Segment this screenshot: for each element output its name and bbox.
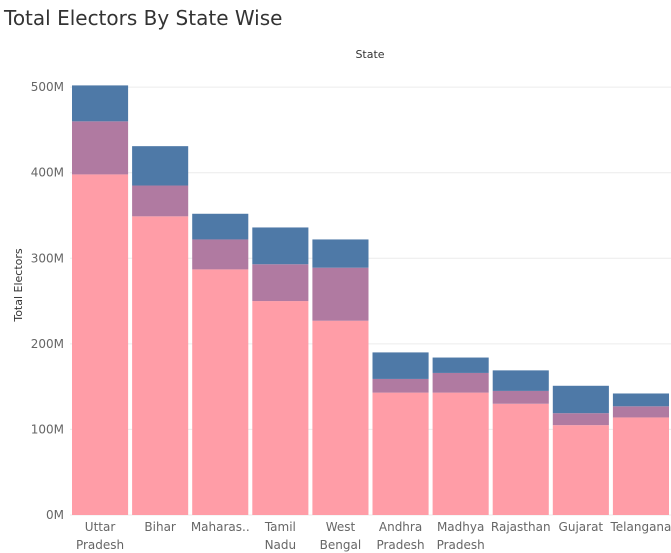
bar-segment[interactable] bbox=[132, 216, 189, 515]
x-tick-label: Andhra Pradesh bbox=[376, 520, 424, 552]
bar-segment[interactable] bbox=[552, 413, 609, 426]
bars[interactable] bbox=[72, 85, 669, 515]
x-tick-label: West Bengal bbox=[320, 520, 362, 552]
bar-segment[interactable] bbox=[312, 320, 369, 515]
y-tick-label: 500M bbox=[31, 80, 64, 94]
bar-segment[interactable] bbox=[492, 370, 549, 391]
bar-segment[interactable] bbox=[612, 406, 669, 418]
bar-segment[interactable] bbox=[312, 267, 369, 321]
y-tick-label: 300M bbox=[31, 251, 64, 265]
bar-segment[interactable] bbox=[72, 174, 129, 515]
bar-segment[interactable] bbox=[192, 269, 249, 515]
bar-segment[interactable] bbox=[252, 301, 309, 515]
x-axis-ticks: Uttar Pradesh Bihar Maharas.. Tamil Nadu West B… bbox=[76, 520, 671, 552]
y-tick-label: 400M bbox=[31, 166, 64, 180]
y-tick-label: 0M bbox=[46, 508, 64, 522]
bar-segment[interactable] bbox=[132, 146, 189, 186]
x-tick-label: Tamil Nadu bbox=[264, 520, 296, 552]
bar-segment[interactable] bbox=[432, 372, 489, 393]
x-tick-label: Rajasthan bbox=[491, 520, 551, 534]
x-tick-label: Bihar bbox=[144, 520, 176, 534]
x-tick-label: Telangana bbox=[609, 520, 671, 534]
bar-segment[interactable] bbox=[492, 390, 549, 404]
bar-segment[interactable] bbox=[192, 213, 249, 240]
bar-segment[interactable] bbox=[612, 393, 669, 407]
bar-segment[interactable] bbox=[432, 392, 489, 515]
bar-segment[interactable] bbox=[372, 392, 429, 515]
bar-segment[interactable] bbox=[372, 378, 429, 393]
x-tick-label: Gujarat bbox=[559, 520, 604, 534]
column-header: State bbox=[355, 48, 384, 61]
y-tick-label: 100M bbox=[31, 422, 64, 436]
x-tick-label: Madhya Pradesh bbox=[437, 520, 485, 552]
bar-segment[interactable] bbox=[552, 385, 609, 414]
bar-segment[interactable] bbox=[372, 352, 429, 379]
bar-segment[interactable] bbox=[252, 264, 309, 302]
bar-segment[interactable] bbox=[192, 239, 249, 270]
y-axis-ticks: 0M 100M 200M 300M 400M 500M bbox=[31, 80, 64, 522]
bar-segment[interactable] bbox=[252, 227, 309, 265]
bar-segment[interactable] bbox=[552, 425, 609, 515]
bar-segment[interactable] bbox=[492, 403, 549, 515]
bar-segment[interactable] bbox=[612, 417, 669, 515]
bar-segment[interactable] bbox=[132, 185, 189, 217]
x-tick-label: Maharas.. bbox=[191, 520, 250, 534]
bar-segment[interactable] bbox=[312, 239, 369, 268]
x-tick-label: Uttar Pradesh bbox=[76, 520, 124, 552]
chart-title: Total Electors By State Wise bbox=[4, 6, 283, 30]
bar-segment[interactable] bbox=[72, 85, 129, 122]
y-tick-label: 200M bbox=[31, 337, 64, 351]
bar-segment[interactable] bbox=[432, 357, 489, 373]
bar-segment[interactable] bbox=[72, 121, 129, 175]
y-axis-title: Total Electors bbox=[12, 248, 25, 323]
